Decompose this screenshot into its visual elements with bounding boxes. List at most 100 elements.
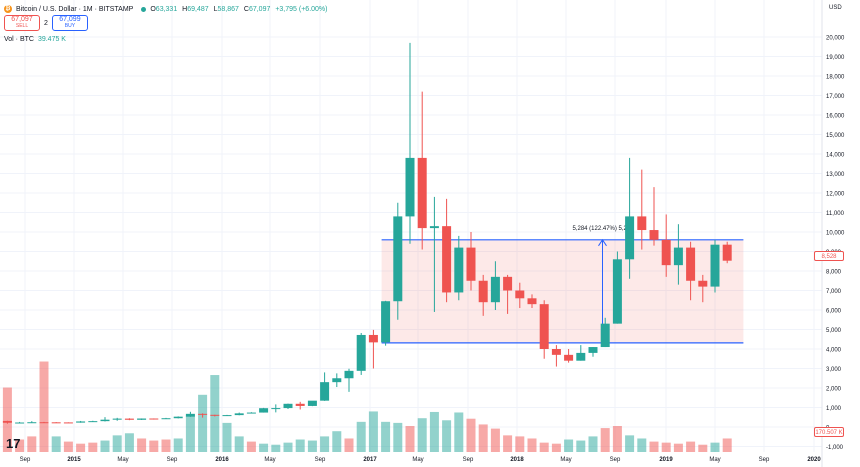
candle-body	[149, 418, 159, 420]
symbol-title[interactable]: Bitcoin / U.S. Dollar · 1M · BITSTAMP	[16, 5, 134, 13]
price-tick-label: 3,000	[826, 367, 842, 373]
volume-bar	[149, 440, 159, 452]
price-tick-label: 4,000	[826, 348, 842, 354]
candle-body	[637, 216, 647, 231]
time-tick-label: Sep	[610, 457, 621, 463]
candle-body	[198, 413, 208, 415]
tradingview-logo[interactable]: 17	[6, 436, 21, 451]
candle-body	[503, 276, 513, 291]
candle	[527, 294, 537, 309]
change-value: +3,795 (+6.00%)	[275, 5, 328, 13]
candle	[600, 317, 610, 348]
candle-body	[527, 298, 537, 305]
candle	[27, 421, 37, 424]
candle-body	[63, 422, 73, 424]
price-tick-label: 11,000	[826, 211, 845, 217]
candle-body	[429, 226, 439, 229]
open-label: O	[150, 5, 156, 13]
candle-body	[234, 413, 244, 416]
close-value: 67,097	[248, 5, 271, 13]
volume-bar	[637, 438, 647, 452]
candle	[2, 420, 12, 424]
candle-body	[564, 354, 574, 361]
candle-body	[210, 414, 220, 416]
price-tick-label: 10,000	[826, 231, 845, 237]
candle-body	[76, 421, 86, 423]
currency-label[interactable]: USD	[829, 5, 842, 11]
candle-body	[710, 244, 720, 287]
symbol-legend: ₿ Bitcoin / U.S. Dollar · 1M · BITSTAMP …	[4, 2, 330, 16]
volume-bar	[686, 441, 696, 452]
volume-bar	[356, 421, 366, 452]
volume-bar	[673, 443, 683, 452]
candle-body	[625, 216, 635, 260]
volume-bar	[39, 361, 49, 452]
candle	[100, 417, 110, 422]
candle-body	[246, 412, 256, 414]
time-tick-label: Sep	[167, 457, 178, 463]
price-range-measure: 5,284 (122.47%) 5,284	[381, 226, 744, 344]
candle	[63, 422, 73, 424]
price-tick-label: 8,000	[826, 270, 842, 276]
measure-arrow-head-icon	[598, 238, 607, 247]
candle	[320, 372, 330, 401]
candle	[661, 214, 671, 277]
candle	[722, 241, 732, 264]
candle-body	[405, 157, 415, 217]
volume-bar	[27, 436, 37, 452]
candle-body	[576, 352, 586, 361]
buy-label: BUY	[64, 23, 76, 29]
candle	[368, 329, 378, 369]
candle-body	[551, 349, 561, 355]
candle-body	[88, 421, 98, 423]
candle-body	[39, 422, 49, 424]
price-tick-label: 15,000	[826, 133, 845, 139]
candle-body	[185, 413, 195, 417]
price-tick-label: 18,000	[826, 75, 845, 81]
close-label: C	[243, 5, 249, 13]
candle	[649, 187, 659, 246]
price-tick-label: 16,000	[826, 114, 845, 120]
candle	[173, 416, 183, 419]
candle-body	[222, 415, 232, 417]
candle-body	[344, 370, 354, 379]
candle-body	[271, 408, 281, 410]
buy-button[interactable]: 67,099 BUY	[51, 15, 88, 31]
volume-bar	[259, 443, 269, 452]
volume-value: 39.475 K	[37, 36, 66, 43]
candle-body	[588, 347, 598, 353]
volume-histogram	[2, 361, 732, 452]
volume-bar	[234, 436, 244, 452]
candle-body	[673, 247, 683, 266]
volume-bar	[454, 412, 464, 452]
sell-price: 67,097	[11, 16, 33, 23]
open-value: 63,331	[155, 5, 178, 13]
price-tick-label: 19,000	[826, 55, 845, 61]
spread-value: 2	[44, 19, 48, 27]
time-tick-label: 2020	[807, 457, 821, 463]
candle	[576, 345, 586, 361]
sell-button[interactable]: 67,097 SELL	[4, 15, 40, 31]
high-value: 69,487	[187, 5, 209, 13]
volume-bar	[381, 421, 391, 452]
candle	[698, 274, 708, 303]
volume-bar	[210, 375, 220, 452]
candle-body	[320, 382, 330, 401]
candle	[564, 349, 574, 363]
time-tick-label: May	[412, 457, 423, 463]
candle	[429, 196, 439, 312]
candle	[234, 412, 244, 416]
candle	[710, 239, 720, 293]
ohlc-values: O63,331 H69,487 L58,867 C67,097 +3,795 (…	[150, 6, 330, 13]
candle	[539, 300, 549, 359]
volume-bar	[246, 441, 256, 452]
volume-legend[interactable]: Vol · BTC 39.475 K	[4, 36, 66, 43]
price-tick-label: 2,000	[826, 387, 842, 393]
candle	[637, 169, 647, 250]
volume-bar	[161, 439, 171, 452]
candle	[15, 421, 25, 424]
candle-body	[490, 276, 500, 303]
sell-label: SELL	[15, 23, 29, 29]
candle-body	[100, 419, 110, 422]
